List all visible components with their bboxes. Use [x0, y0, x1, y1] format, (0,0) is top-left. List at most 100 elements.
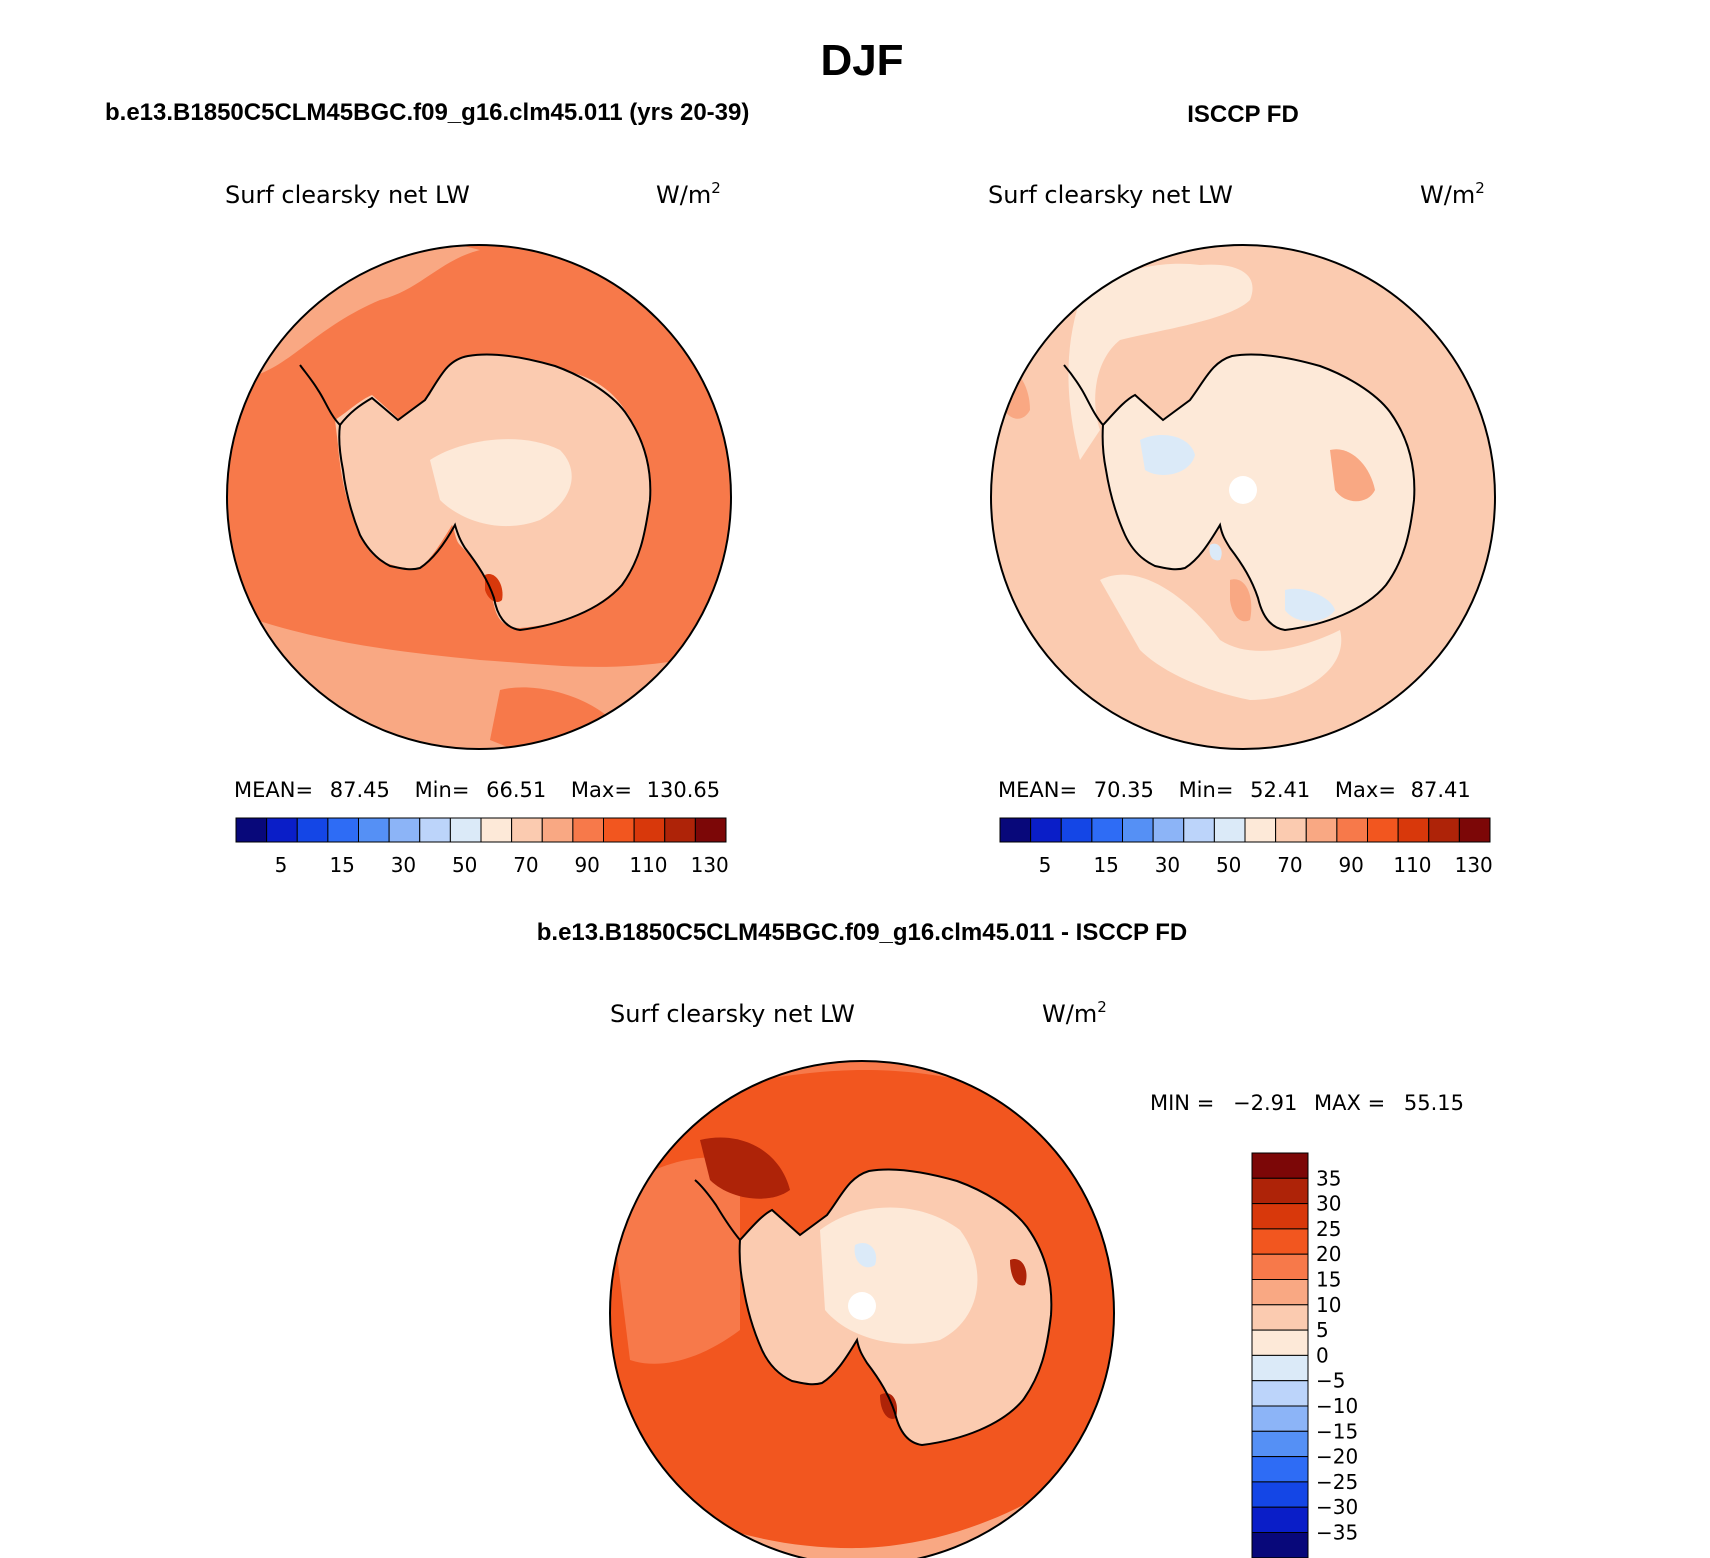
left-units-label: W/m2 [656, 179, 721, 209]
colorbar-tick-label: 70 [1277, 853, 1302, 877]
left-colorbar: 5 15 30 50 70 90 110 130 [235, 817, 729, 877]
colorbar-tick-label: 30 [1316, 1192, 1341, 1216]
colorbar-tick-label: 10 [1316, 1293, 1341, 1317]
colorbar-tick-label: 5 [1039, 853, 1052, 877]
colorbar-tick-label: 35 [1316, 1166, 1341, 1190]
left-panel: Surf clearsky net LW W/m2 MEAN= 87.45 Mi… [225, 179, 732, 877]
colorbar-swatch [1251, 1430, 1309, 1458]
left-stats: MEAN= 87.45 Min= 66.51 Max= 130.65 [234, 778, 720, 802]
colorbar-swatch [1367, 817, 1399, 843]
colorbar-swatch [1244, 817, 1277, 843]
colorbar-tick-label: −30 [1316, 1495, 1358, 1519]
colorbar-swatch [388, 817, 421, 843]
colorbar-tick-label: 15 [329, 853, 354, 877]
colorbar-swatch [1251, 1304, 1309, 1331]
colorbar-swatch [1275, 817, 1307, 843]
colorbar-swatch [633, 817, 666, 843]
colorbar-swatch [999, 817, 1032, 843]
diff-stats: MIN = −2.91 MAX = 55.15 [1150, 1091, 1464, 1115]
colorbar-swatch [1251, 1405, 1309, 1432]
colorbar-swatch [572, 817, 604, 843]
left-variable-label: Surf clearsky net LW [225, 181, 470, 209]
colorbar-swatch [1251, 1481, 1309, 1508]
colorbar-tick-label: 70 [513, 853, 538, 877]
colorbar-swatch [1251, 1177, 1309, 1205]
colorbar-swatch [664, 817, 696, 843]
colorbar-swatch [694, 817, 727, 843]
colorbar-tick-label: 30 [1155, 853, 1180, 877]
colorbar-swatch [1251, 1380, 1309, 1407]
colorbar-swatch [419, 817, 451, 843]
colorbar-swatch [1458, 817, 1491, 843]
colorbar-swatch [1251, 1152, 1309, 1179]
colorbar-swatch [327, 817, 359, 843]
colorbar-tick-label: 90 [1338, 853, 1363, 877]
colorbar-swatch [1251, 1203, 1309, 1230]
colorbar-swatch [1122, 817, 1154, 843]
colorbar-tick-label: −15 [1316, 1419, 1358, 1443]
colorbar-tick-label: 5 [1316, 1318, 1329, 1342]
right-units-label: W/m2 [1420, 179, 1485, 209]
colorbar-swatch [1251, 1456, 1309, 1483]
colorbar-swatch [1305, 817, 1338, 843]
colorbar-swatch [1251, 1506, 1309, 1533]
right-stats: MEAN= 70.35 Min= 52.41 Max= 87.41 [998, 778, 1471, 802]
colorbar-swatch [1397, 817, 1430, 843]
colorbar-tick-label: 90 [574, 853, 599, 877]
colorbar-tick-label: −10 [1316, 1394, 1358, 1418]
diff-map [610, 1061, 1114, 1558]
right-colorbar: 5 15 30 50 70 90 110 130 [999, 817, 1493, 877]
colorbar-swatch [1060, 817, 1093, 843]
colorbar-swatch [1213, 817, 1246, 843]
colorbar-tick-label: 25 [1316, 1217, 1341, 1241]
colorbar-tick-label: 130 [691, 853, 729, 877]
colorbar-tick-label: 15 [1316, 1268, 1341, 1292]
colorbar-tick-label: 30 [391, 853, 416, 877]
colorbar-swatch [1091, 817, 1123, 843]
right-map-border [990, 244, 1496, 750]
colorbar-swatch [296, 817, 329, 843]
colorbar-swatch [235, 817, 268, 843]
colorbar-swatch [1251, 1354, 1309, 1382]
colorbar-swatch [1428, 817, 1460, 843]
diff-map-border [609, 1060, 1115, 1558]
colorbar-swatch [1251, 1329, 1309, 1356]
colorbar-swatch [1030, 817, 1062, 843]
colorbar-tick-label: 20 [1316, 1242, 1341, 1266]
colorbar-swatch [1251, 1228, 1309, 1255]
colorbar-tick-label: 15 [1093, 853, 1118, 877]
colorbar-swatch [603, 817, 635, 843]
right-variable-label: Surf clearsky net LW [988, 181, 1233, 209]
colorbar-tick-label: 110 [1393, 853, 1431, 877]
season-title: DJF [820, 36, 903, 85]
panel-diff-title: b.e13.B1850C5CLM45BGC.f09_g16.clm45.011 … [537, 919, 1188, 946]
colorbar-swatch [1152, 817, 1185, 843]
colorbar-tick-label: 50 [1216, 853, 1241, 877]
colorbar-tick-label: 50 [452, 853, 477, 877]
colorbar-swatch [1251, 1532, 1309, 1558]
colorbar-tick-label: −25 [1316, 1470, 1358, 1494]
colorbar-tick-label: −35 [1316, 1521, 1358, 1545]
colorbar-swatch [266, 817, 298, 843]
right-panel: Surf clearsky net LW W/m2 MEAN= 70.35 Mi… [988, 179, 1496, 877]
colorbar-swatch [1336, 817, 1368, 843]
colorbar-tick-label: 110 [629, 853, 667, 877]
diff-panel: Surf clearsky net LW W/m2 MIN = −2.91 MA… [609, 998, 1464, 1558]
colorbar-tick-label: −5 [1316, 1369, 1345, 1393]
panel-left-title: b.e13.B1850C5CLM45BGC.f09_g16.clm45.011 … [105, 99, 749, 126]
colorbar-swatch [1183, 817, 1215, 843]
colorbar-swatch [541, 817, 574, 843]
colorbar-swatch [480, 817, 513, 843]
colorbar-tick-label: 5 [275, 853, 288, 877]
colorbar-tick-label: 0 [1316, 1343, 1329, 1367]
diff-variable-label: Surf clearsky net LW [610, 1000, 855, 1028]
panel-right-title: ISCCP FD [1187, 101, 1299, 128]
colorbar-swatch [511, 817, 543, 843]
colorbar-swatch [1251, 1253, 1309, 1280]
left-map [227, 245, 731, 749]
diff-units-label: W/m2 [1042, 998, 1107, 1028]
colorbar-tick-label: 130 [1455, 853, 1493, 877]
colorbar-swatch [358, 817, 390, 843]
